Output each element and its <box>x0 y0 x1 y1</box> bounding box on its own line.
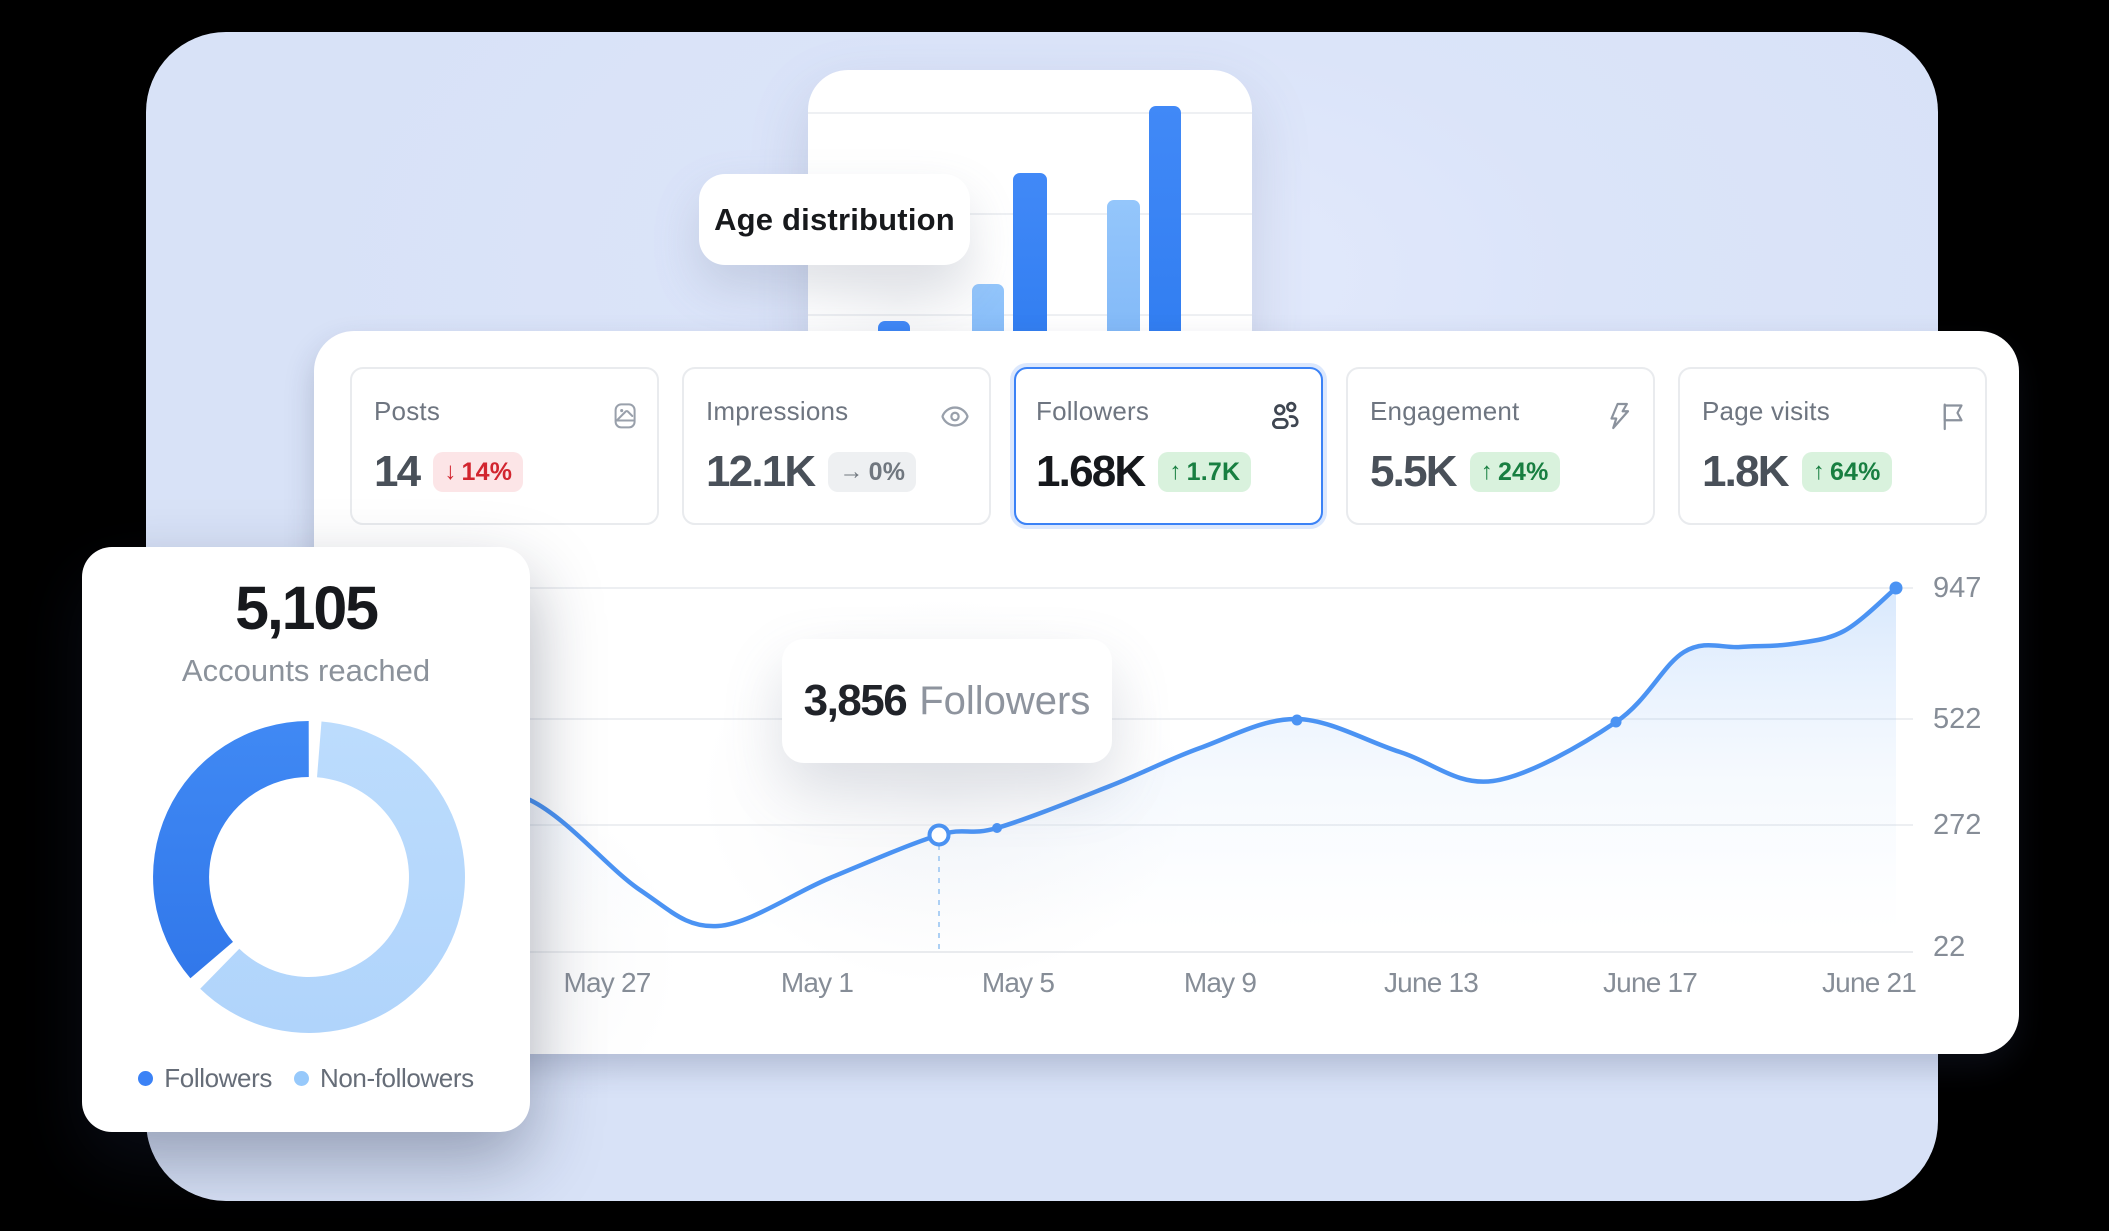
svg-text:522: 522 <box>1933 703 1981 735</box>
svg-text:May 27: May 27 <box>563 967 650 998</box>
svg-text:June 13: June 13 <box>1384 967 1478 998</box>
svg-text:May 5: May 5 <box>982 967 1054 998</box>
svg-text:272: 272 <box>1933 809 1981 841</box>
svg-text:June 17: June 17 <box>1603 967 1697 998</box>
svg-text:May 9: May 9 <box>1184 967 1256 998</box>
svg-text:June 21: June 21 <box>1822 967 1916 998</box>
svg-text:947: 947 <box>1933 572 1981 604</box>
svg-text:22: 22 <box>1933 931 1965 963</box>
svg-text:May 1: May 1 <box>781 967 853 998</box>
